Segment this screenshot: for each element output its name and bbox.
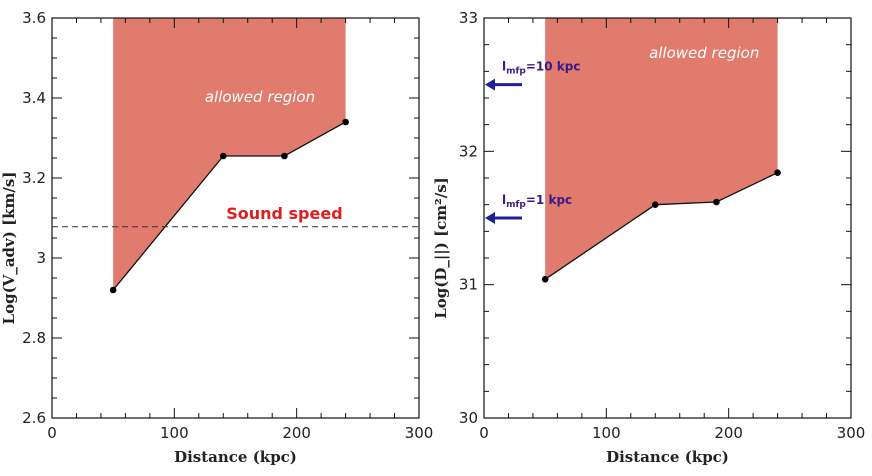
data-point <box>713 198 720 206</box>
mfp-label-sub: mfp <box>506 200 526 210</box>
y-tick-label: 2.8 <box>22 329 46 347</box>
y-tick-label: 33 <box>459 9 478 27</box>
mfp-marker: lmfp=10 kpc <box>485 60 581 91</box>
plot-frame <box>483 17 852 419</box>
boundary-line <box>544 172 778 280</box>
x-tick-label: 200 <box>282 424 311 442</box>
data-point <box>541 276 549 283</box>
x-tick-label: 0 <box>47 424 57 442</box>
mfp-label-sub: mfp <box>506 67 526 77</box>
y-axis-label: Log(D_||) [cm²/s] <box>432 177 450 319</box>
data-point <box>342 118 349 126</box>
mfp-arrow-head <box>485 78 495 91</box>
data-point <box>109 286 117 294</box>
mfp-label-l: l <box>502 193 506 207</box>
allowed-region-fill <box>545 18 778 280</box>
x-tick-label: 300 <box>837 424 866 442</box>
data-point <box>774 169 781 176</box>
x-tick-label: 100 <box>592 424 621 442</box>
x-axis-label: Distance (kpc) <box>606 448 729 466</box>
mfp-label: lmfp=1 kpc <box>502 193 572 210</box>
data-point <box>219 152 227 160</box>
y-tick-label: 2.6 <box>22 409 46 427</box>
allowed-region-label: allowed region <box>205 88 315 106</box>
left-panel: Sound speed allowed region 0 100 200 300 2.6 2.… <box>0 9 433 466</box>
y-tick-label: 3.2 <box>22 169 46 187</box>
data-point <box>651 201 659 208</box>
mfp-label-l: l <box>502 60 506 74</box>
allowed-region-label: allowed region <box>649 44 759 62</box>
y-tick-label: 30 <box>459 409 478 427</box>
y-tick-label: 3.6 <box>22 9 46 27</box>
sound-speed-label: Sound speed <box>226 204 342 223</box>
allowed-region-fill <box>113 18 346 290</box>
x-tick-label: 200 <box>714 424 743 442</box>
x-axis-label: Distance (kpc) <box>174 448 297 466</box>
x-tick-label: 0 <box>479 424 489 442</box>
x-tick-label: 100 <box>160 424 189 442</box>
y-tick-label: 32 <box>459 142 478 160</box>
mfp-marker: lmfp=1 kpc <box>485 193 572 224</box>
y-axis-label: Log(V_adv) [km/s] <box>0 172 18 325</box>
mfp-label: lmfp=10 kpc <box>502 60 581 77</box>
y-tick-label: 31 <box>459 276 478 294</box>
x-tick-label: 300 <box>405 424 434 442</box>
y-tick-label: 3.4 <box>22 89 46 107</box>
mfp-arrow-head <box>485 212 495 224</box>
boundary-line <box>112 121 346 291</box>
mfp-label-rest: =10 kpc <box>526 60 581 74</box>
mfp-label-rest: =1 kpc <box>526 193 572 207</box>
y-tick-label: 3 <box>36 249 46 267</box>
data-point <box>281 152 288 160</box>
